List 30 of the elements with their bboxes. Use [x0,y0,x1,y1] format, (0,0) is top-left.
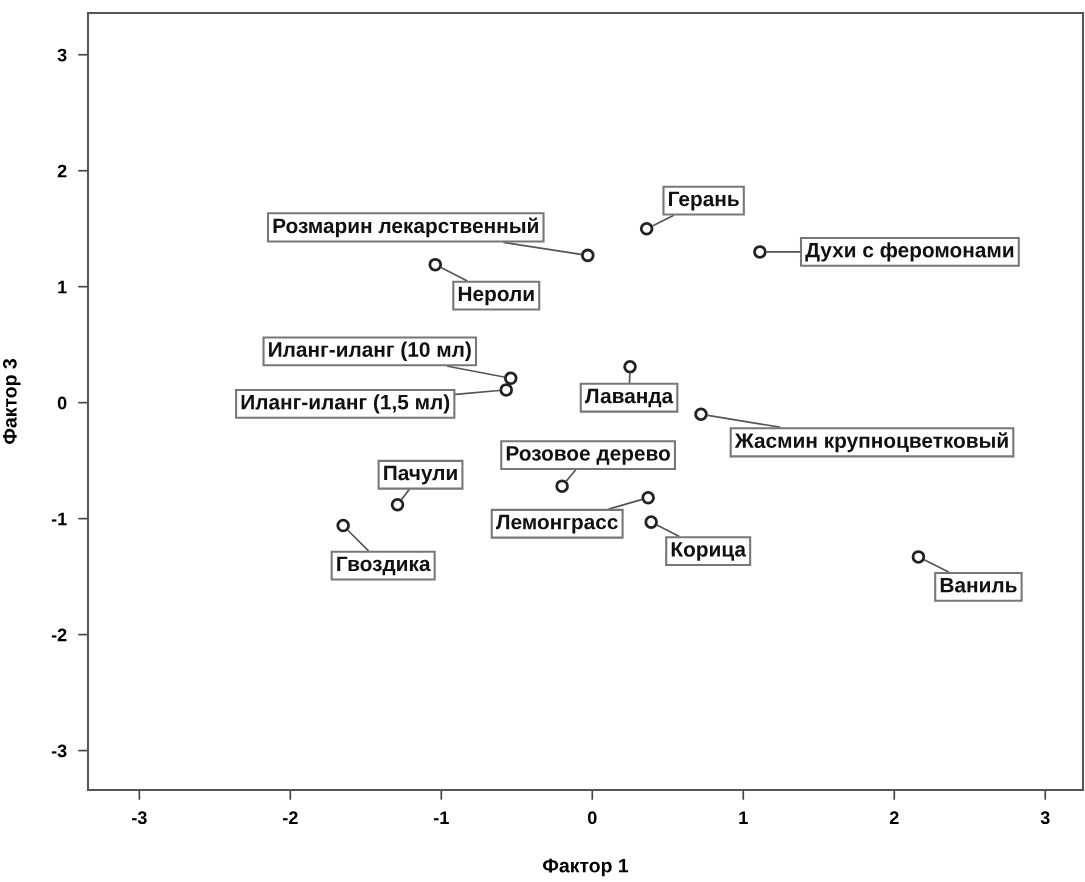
y-tick-label: 0 [57,396,67,410]
annotation: Нероли [458,286,534,306]
x-tick-label: -1 [433,811,449,824]
x-tick-label: -3 [132,811,147,825]
y-tick-label: 1 [58,280,67,294]
annotation: Иланг-иланг (10 мл) [269,341,471,362]
x-tick-label: 2 [889,811,899,824]
x-tick-label: 0 [587,811,597,825]
annotation: Лемонграсс [495,514,618,534]
x-tick-label: -2 [283,811,298,824]
y-axis-title: Фактор 3 [2,359,21,445]
annotation: Иланг-иланг (1,5 мл) [241,394,450,414]
annotation: Розовое дерево [506,446,670,465]
y-tick-label: 2 [57,164,67,178]
annotation: Корица [671,542,747,561]
annotation: Жасмин крупноцветковый [734,432,1008,453]
x-tick-label: 1 [739,811,748,824]
annotation: Ваниль [940,577,1017,593]
annotation: Духи с феромонами [805,242,1014,262]
annotation: Герань [669,191,739,211]
annotation: Пачули [384,465,457,485]
annotation: Розмарин лекарственный [273,217,538,238]
annotation: Лаванда [585,388,674,408]
y-tick-label: -2 [51,628,67,642]
x-axis-title: Фактор 1 [542,858,629,877]
annotation: Гвоздика [337,556,431,576]
x-tick-label: 3 [1040,811,1050,825]
y-tick-label: -3 [51,744,67,758]
y-tick-label: -1 [51,512,67,526]
y-tick-label: 3 [57,48,67,62]
